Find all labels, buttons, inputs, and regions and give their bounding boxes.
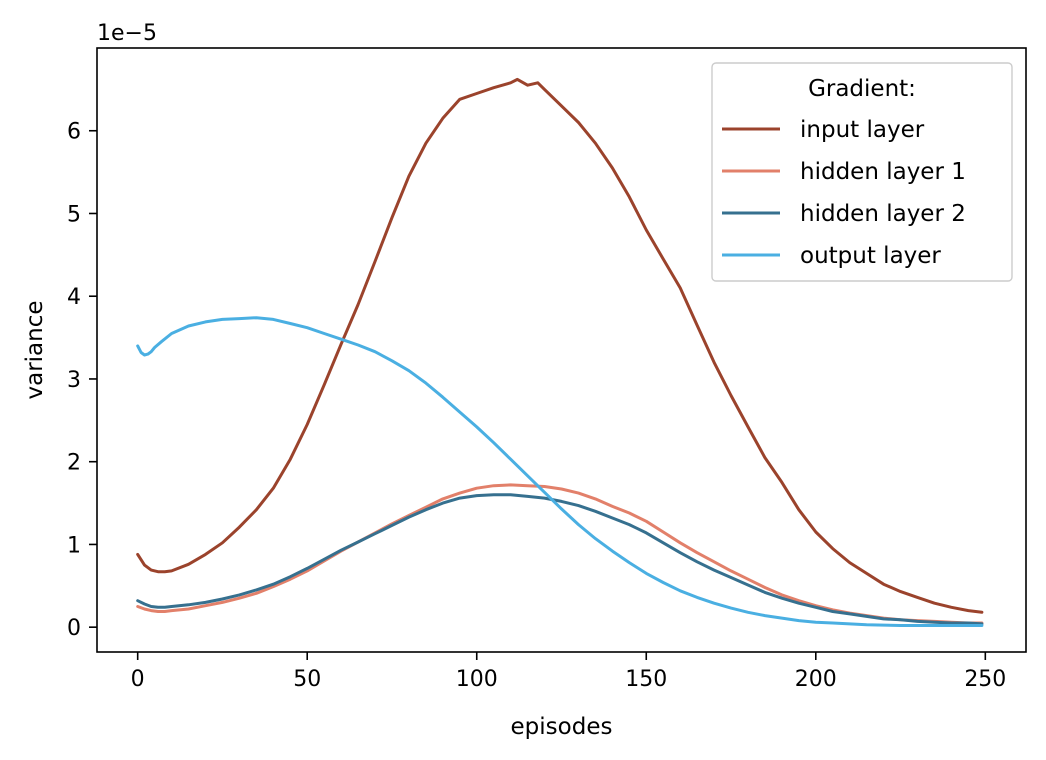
y-tick-label: 3 xyxy=(67,368,81,393)
legend-label: output layer xyxy=(800,243,941,269)
y-axis-label: variance xyxy=(22,300,48,399)
y-tick-label: 1 xyxy=(67,533,81,558)
legend-label: hidden layer 1 xyxy=(800,159,966,185)
y-tick-label: 5 xyxy=(67,202,81,227)
series-line-hidden-layer-2 xyxy=(136,493,984,626)
y-tick-label: 2 xyxy=(67,451,81,476)
x-tick-label: 250 xyxy=(964,667,1006,692)
x-tick-label: 200 xyxy=(795,667,837,692)
legend-label: hidden layer 2 xyxy=(800,201,966,227)
series-layer xyxy=(136,77,984,627)
y-axis-ticks: 0 1 2 3 4 5 6 xyxy=(67,120,97,641)
legend-title: Gradient: xyxy=(808,76,916,102)
x-axis-ticks: 0 50 100 150 200 250 xyxy=(131,652,1006,692)
plot-frame xyxy=(96,47,1027,653)
series-line-input-layer xyxy=(136,77,984,614)
y-tick-label: 0 xyxy=(67,616,81,641)
y-tick-label: 6 xyxy=(67,120,81,145)
x-tick-label: 150 xyxy=(625,667,667,692)
series-line-output-layer xyxy=(136,316,984,627)
legend-items: input layer hidden layer 1 hidden layer 2 o… xyxy=(722,117,966,269)
legend-label: input layer xyxy=(800,117,925,143)
x-tick-label: 50 xyxy=(293,667,321,692)
y-offset-label: 1e−5 xyxy=(97,21,157,46)
legend-box xyxy=(711,62,1013,282)
x-tick-label: 0 xyxy=(131,667,145,692)
x-axis-label: episodes xyxy=(511,714,613,740)
legend: Gradient: input layer hidden layer 1 hidde… xyxy=(711,62,1013,282)
x-tick-label: 100 xyxy=(456,667,498,692)
y-tick-label: 4 xyxy=(67,285,81,310)
